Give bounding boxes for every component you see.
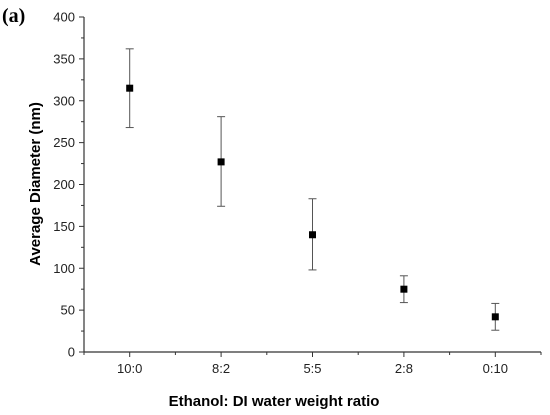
x-tick-label: 2:8 xyxy=(395,361,413,376)
y-axis-title: Average Diameter (nm) xyxy=(27,102,44,266)
y-tick-label: 0 xyxy=(68,345,75,360)
y-tick-label: 400 xyxy=(53,10,75,25)
x-tick-label: 8:2 xyxy=(212,361,230,376)
data-point xyxy=(400,285,408,293)
x-tick-label: 10:0 xyxy=(117,361,142,376)
data-point xyxy=(491,313,499,321)
y-tick-label: 50 xyxy=(61,303,75,318)
y-tick-label: 200 xyxy=(53,177,75,192)
y-tick-label: 150 xyxy=(53,219,75,234)
data-point xyxy=(126,84,134,92)
x-axis-title: Ethanol: DI water weight ratio xyxy=(169,393,380,410)
data-point xyxy=(309,231,316,239)
y-tick-label: 300 xyxy=(53,93,75,108)
y-tick-label: 250 xyxy=(53,135,75,150)
y-tick-label: 100 xyxy=(53,261,75,276)
data-point xyxy=(217,158,225,166)
y-tick-label: 350 xyxy=(53,51,75,66)
plot-area: 0 50 100 150 200 250 300 350 400 10:0 8:2 5:5 2:8 0:1… xyxy=(53,10,542,376)
x-tick-label: 0:10 xyxy=(483,361,508,376)
x-tick-label: 5:5 xyxy=(303,361,321,376)
panel-label: (a) xyxy=(2,5,25,27)
